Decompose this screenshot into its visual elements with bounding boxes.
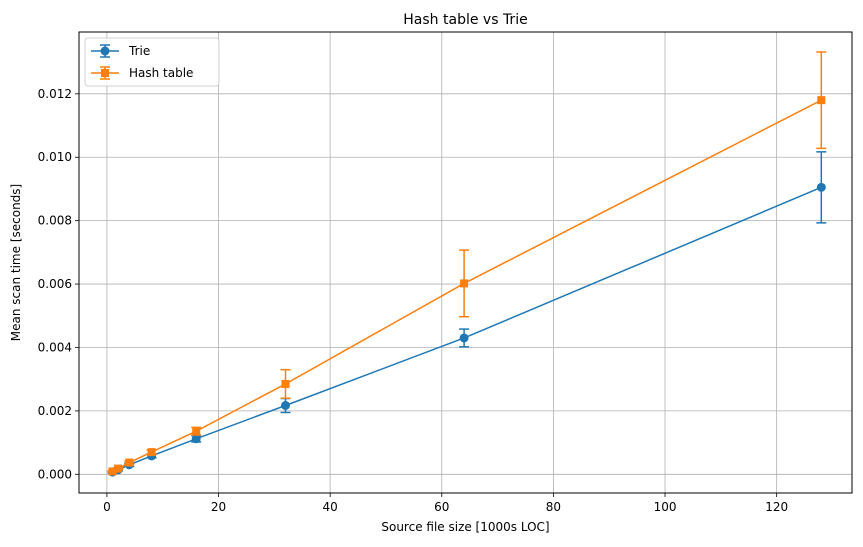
data-point — [114, 464, 123, 473]
chart-title: Hash table vs Trie — [403, 12, 527, 28]
y-tick-label: 0.004 — [38, 340, 72, 354]
x-tick-label: 40 — [323, 500, 338, 514]
legend: Trie Hash table — [84, 37, 220, 87]
ticks: 0 20 40 60 80 100 120 0.000 0.002 0.004 0.006 0.008… — [38, 87, 788, 514]
data-point — [108, 467, 117, 476]
data-point — [125, 458, 134, 467]
y-axis-label: Mean scan time [seconds] — [9, 184, 23, 341]
y-tick-label: 0.002 — [38, 404, 72, 418]
series-1 — [107, 51, 827, 476]
legend-item-0: Trie — [91, 44, 150, 58]
x-tick-label: 20 — [211, 500, 226, 514]
legend-item-1: Hash table — [91, 66, 193, 80]
plot-frame — [78, 31, 853, 494]
y-tick-label: 0.010 — [38, 150, 72, 164]
x-tick-label: 80 — [546, 500, 561, 514]
y-tick-label: 0.000 — [38, 467, 72, 481]
data-point — [281, 379, 290, 388]
data-point — [816, 182, 826, 192]
data-point — [191, 434, 201, 444]
series-layer — [107, 51, 827, 477]
data-point — [459, 333, 469, 343]
legend-marker — [101, 69, 109, 77]
data-point — [460, 279, 469, 288]
grid — [79, 32, 852, 493]
x-tick-label: 100 — [654, 500, 677, 514]
y-tick-label: 0.008 — [38, 214, 72, 228]
data-point — [281, 400, 291, 410]
y-tick-label: 0.006 — [38, 277, 72, 291]
x-tick-label: 0 — [103, 500, 111, 514]
y-tick-label: 0.012 — [38, 87, 72, 101]
data-point — [817, 96, 826, 105]
data-point — [192, 427, 201, 436]
legend-label: Hash table — [129, 66, 193, 80]
legend-marker — [100, 46, 110, 56]
x-axis-label: Source file size [1000s LOC] — [381, 520, 549, 534]
x-tick-label: 60 — [434, 500, 449, 514]
data-point — [147, 448, 156, 457]
x-tick-label: 120 — [765, 500, 788, 514]
legend-box — [84, 37, 220, 87]
series-0 — [107, 151, 827, 477]
legend-label: Trie — [128, 44, 150, 58]
